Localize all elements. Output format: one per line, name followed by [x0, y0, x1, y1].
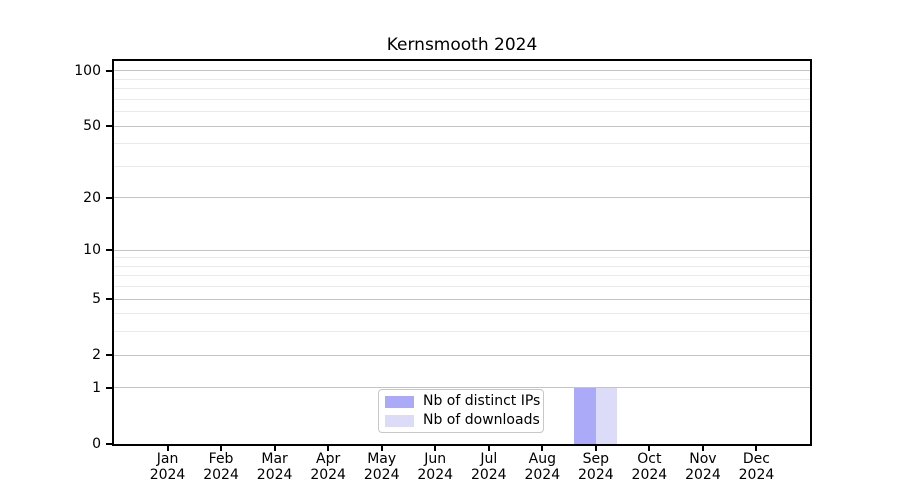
chart-title: Kernsmooth 2024 [386, 35, 538, 55]
gridline-major [114, 125, 810, 127]
x-tick [327, 446, 330, 451]
y-tick [106, 125, 112, 128]
x-tick-label: Jun 2024 [417, 451, 454, 483]
gridline-major [114, 354, 810, 356]
x-tick [594, 446, 597, 451]
y-tick-label: 50 [83, 118, 101, 135]
legend-swatch-downloads [385, 414, 414, 427]
gridline-minor [114, 143, 810, 145]
gridline-major [114, 387, 810, 389]
legend-item-distinct-ips: Nb of distinct IPs [385, 394, 543, 409]
x-tick [648, 446, 651, 451]
gridline-minor [114, 98, 810, 100]
x-tick-label: Oct 2024 [631, 451, 668, 483]
gridline-major [114, 197, 810, 199]
legend: Nb of distinct IPs Nb of downloads [378, 389, 544, 433]
x-tick [166, 446, 169, 451]
gridline-minor [114, 313, 810, 315]
gridline-minor [114, 331, 810, 333]
gridline-minor [114, 165, 810, 167]
x-tick-label: Nov 2024 [685, 451, 721, 483]
x-tick-label: May 2024 [363, 451, 400, 483]
x-tick-label: Apr 2024 [310, 451, 346, 483]
gridline-minor [114, 286, 810, 288]
legend-label-distinct-ips: Nb of distinct IPs [423, 393, 541, 409]
x-tick-label: Sep 2024 [578, 451, 614, 483]
x-tick [755, 446, 758, 451]
gridline-major [114, 298, 810, 300]
y-tick [106, 69, 112, 72]
y-tick [106, 196, 112, 199]
x-tick [434, 446, 437, 451]
x-tick-label: Mar 2024 [256, 451, 293, 483]
y-tick-label: 5 [92, 291, 101, 308]
x-tick [487, 446, 490, 451]
legend-swatch-distinct-ips [385, 395, 414, 408]
x-tick-label: Feb 2024 [203, 451, 239, 483]
gridline-minor [114, 78, 810, 80]
x-tick [273, 446, 276, 451]
gridline-minor [114, 88, 810, 90]
y-tick-label: 0 [92, 436, 101, 452]
x-tick [541, 446, 544, 451]
gridline-major [114, 70, 810, 72]
y-tick [106, 386, 112, 389]
x-tick [220, 446, 223, 451]
gridline-minor [114, 111, 810, 113]
x-tick-label: Aug 2024 [524, 451, 561, 483]
legend-item-downloads: Nb of downloads [385, 413, 543, 428]
gridline-minor [114, 265, 810, 267]
x-tick [701, 446, 704, 451]
x-tick-label: Dec 2024 [738, 451, 775, 483]
x-tick [380, 446, 383, 451]
x-tick-label: Jul 2024 [470, 451, 507, 483]
y-tick [106, 298, 112, 301]
y-tick-label: 20 [83, 189, 101, 206]
gridline-minor [114, 275, 810, 277]
bar-downloads [595, 387, 618, 444]
gridline-minor [114, 257, 810, 259]
legend-label-downloads: Nb of downloads [423, 412, 540, 428]
bar-distinct-ips [574, 387, 596, 444]
y-tick [106, 354, 112, 357]
y-tick-label: 1 [92, 379, 101, 396]
gridline-major [114, 249, 810, 251]
y-tick-label: 100 [74, 62, 101, 79]
y-tick-label: 10 [83, 242, 101, 259]
y-tick [106, 249, 112, 252]
y-tick [106, 443, 112, 445]
y-tick-label: 2 [92, 347, 101, 364]
x-tick-label: Jan 2024 [149, 451, 186, 483]
plot-area [114, 61, 810, 444]
